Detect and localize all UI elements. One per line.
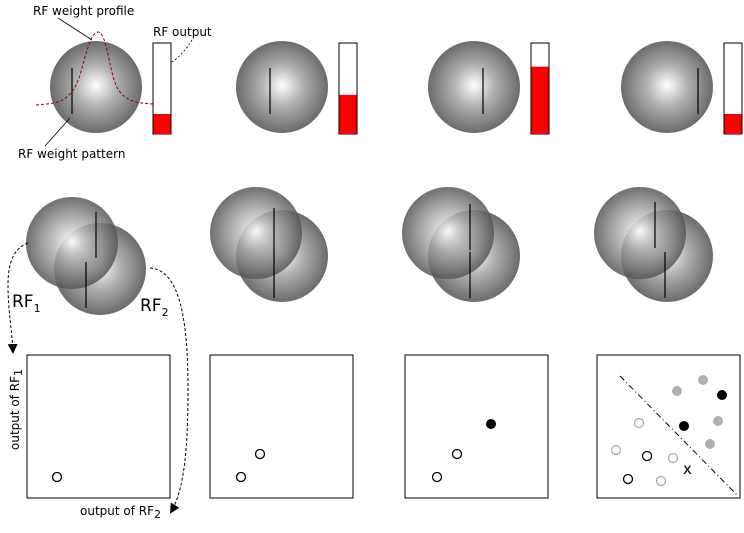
open-point [622, 473, 634, 485]
gray-point [705, 439, 715, 449]
open-point [235, 471, 247, 483]
row1-annotations: RF weight profile RF output RF weight pa… [18, 4, 212, 161]
open-light-point [610, 444, 622, 456]
row3-scatter-panels: x [26, 354, 741, 499]
rf-sphere [50, 41, 142, 133]
open-point [254, 448, 266, 460]
rf2-label: RF2 [140, 296, 169, 319]
gray-point [713, 416, 723, 426]
scatter-panel-2 [209, 354, 354, 499]
open-light-point [655, 475, 667, 487]
open-point [641, 450, 653, 462]
rf-weight-profile-curve [35, 31, 159, 106]
row2-rf-pairs [26, 187, 713, 315]
filled-point [717, 390, 727, 400]
scatter-panel-1 [26, 354, 171, 499]
rf-output-bar-fill [531, 66, 549, 134]
open-point [451, 448, 463, 460]
scatter-panel-4 [596, 354, 741, 499]
weight-profile-label: RF weight profile [33, 4, 134, 18]
query-x-marker: x [683, 460, 692, 478]
rf-sphere [236, 41, 328, 133]
rf1-sphere [210, 187, 302, 279]
x-axis-label: output of RF2 [80, 504, 161, 521]
rf-output-bar-fill [724, 114, 742, 134]
open-light-point [633, 417, 645, 429]
y-axis-label: output of RF1 [8, 369, 25, 450]
rf-sphere [621, 41, 713, 133]
rf1-sphere [594, 187, 686, 279]
rf1-sphere [402, 187, 494, 279]
gray-point [672, 386, 682, 396]
open-point [51, 471, 63, 483]
rf-sphere [428, 41, 520, 133]
row1-rf-with-output [35, 31, 743, 135]
rf1-label: RF1 [12, 292, 41, 315]
filled-point [486, 419, 496, 429]
open-point [431, 471, 443, 483]
open-light-point [667, 452, 679, 464]
rf-output-bar-fill [153, 114, 171, 134]
weight-pattern-leader [44, 117, 71, 147]
decision-boundary [619, 375, 739, 497]
output-leader [171, 39, 193, 63]
weight-pattern-label: RF weight pattern [18, 147, 125, 161]
gray-point [698, 375, 708, 385]
scatter-panel-3 [404, 354, 549, 499]
weight-profile-leader [57, 17, 93, 41]
rf-output-bar-fill [339, 94, 357, 134]
rf2-to-xaxis-arrow [149, 267, 189, 514]
output-label: RF output [153, 25, 212, 39]
filled-point [679, 421, 689, 431]
rf1-sphere [26, 197, 118, 289]
